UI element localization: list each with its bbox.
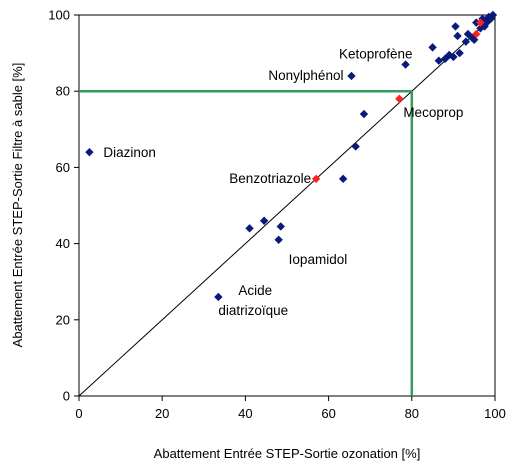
- y-tick-label: 60: [56, 160, 70, 175]
- annotation-label: Diazinon: [103, 145, 156, 160]
- x-tick-label: 20: [155, 406, 169, 421]
- annotation-label: Iopamidol: [289, 252, 348, 267]
- data-point-blue: [85, 147, 94, 157]
- annotation-label: Acide: [238, 283, 272, 298]
- annotation-label: Mecoprop: [403, 105, 463, 120]
- data-point-blue: [401, 60, 410, 69]
- data-point-red: [476, 18, 485, 27]
- data-point-red: [311, 174, 321, 184]
- data-point-blue: [214, 292, 223, 302]
- data-point-blue: [276, 222, 285, 231]
- x-tick-label: 100: [484, 406, 506, 421]
- data-point-blue: [347, 71, 356, 81]
- data-point-blue: [428, 43, 437, 52]
- data-point-blue: [453, 31, 462, 41]
- data-point-blue: [461, 37, 471, 46]
- data-point-blue: [338, 174, 348, 184]
- y-axis-title: Abattement Entrée STEP-Sortie Filtre à s…: [10, 63, 25, 348]
- reference-lines: [78, 14, 496, 397]
- y-tick-label: 20: [56, 312, 70, 327]
- annotation-label: Nonylphénol: [268, 68, 343, 83]
- data-point-blue: [259, 216, 269, 225]
- y-tick-label: 40: [56, 236, 70, 251]
- data-point-blue: [455, 48, 464, 58]
- x-tick-label: 0: [75, 406, 82, 421]
- x-axis-ticks: 0 20 40 60 80 100: [75, 396, 506, 421]
- data-point-blue: [245, 224, 254, 233]
- data-point-blue: [359, 109, 369, 119]
- annotation-label: Benzotriazole: [229, 171, 311, 186]
- y-tick-label: 80: [56, 84, 70, 99]
- data-point-blue: [434, 56, 444, 65]
- annotation-label: diatrizoïque: [218, 303, 288, 318]
- x-tick-label: 80: [405, 406, 419, 421]
- data-points: [85, 10, 498, 302]
- point-annotations: Diazinon Acide diatrizoïque Iopamidol Benzot…: [103, 47, 463, 318]
- data-point-blue: [351, 142, 360, 151]
- annotation-label: Ketoprofène: [339, 47, 413, 62]
- data-point-blue: [488, 10, 498, 20]
- data-point-blue: [445, 50, 454, 60]
- data-point-red: [472, 29, 481, 39]
- y-axis-ticks: 0 20 40 60 80 100: [48, 8, 79, 404]
- data-point-blue: [449, 52, 458, 62]
- y-tick-label: 0: [63, 389, 70, 404]
- x-axis-title: Abattement Entrée STEP-Sortie ozonation …: [154, 446, 421, 461]
- diagonal-line: [78, 14, 496, 397]
- data-point-blue: [274, 235, 283, 244]
- x-tick-label: 40: [238, 406, 252, 421]
- data-point-blue: [451, 22, 460, 31]
- x-tick-label: 60: [321, 406, 335, 421]
- data-point-red: [395, 94, 404, 104]
- data-point-blue: [486, 14, 496, 24]
- y-tick-label: 100: [48, 8, 70, 23]
- data-point-blue: [463, 29, 473, 39]
